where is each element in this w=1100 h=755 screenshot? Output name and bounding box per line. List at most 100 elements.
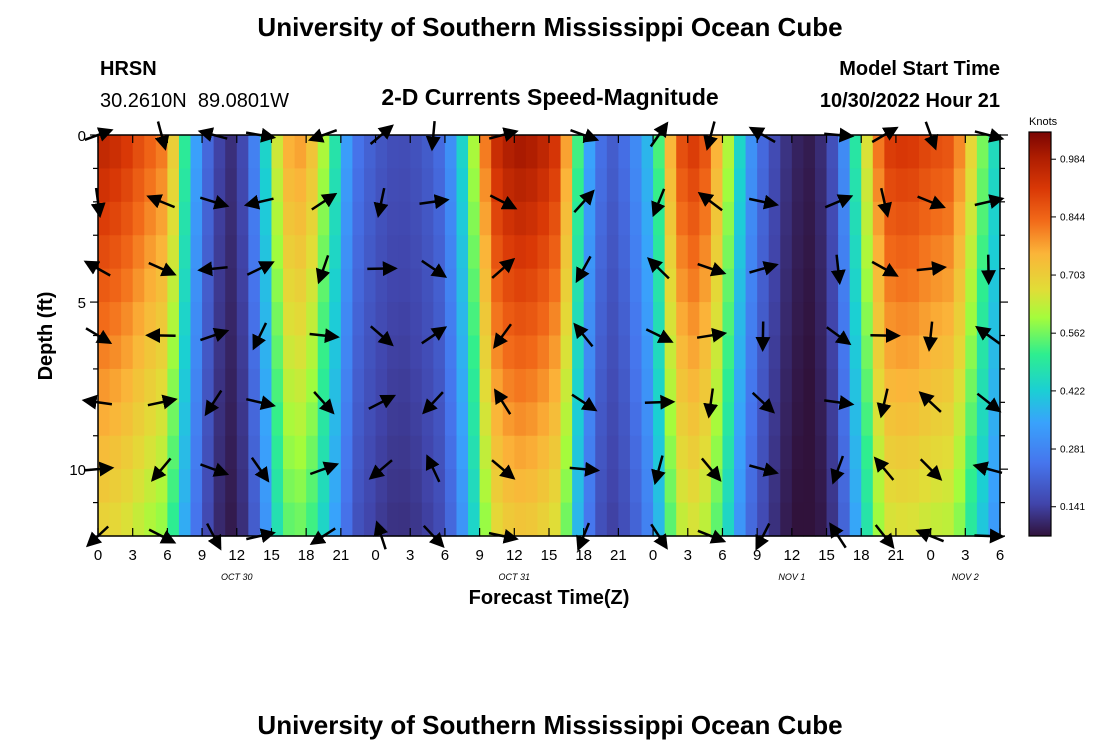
heatmap-cell [191, 302, 203, 336]
heatmap-cell [942, 302, 954, 336]
heatmap-cell [931, 369, 943, 403]
heatmap-cell [803, 235, 815, 269]
heatmap-cell [757, 469, 769, 503]
heatmap-cell [676, 336, 688, 370]
heatmap-cell [376, 135, 388, 169]
heatmap-cell [676, 302, 688, 336]
heatmap-cell [896, 436, 908, 470]
heatmap-cell [329, 235, 341, 269]
heatmap-cell [676, 235, 688, 269]
heatmap-cell [780, 302, 792, 336]
heatmap-cell [595, 469, 607, 503]
heatmap-cell [248, 235, 260, 269]
heatmap-cell [260, 269, 272, 303]
heatmap-cell [329, 336, 341, 370]
heatmap-cell [306, 302, 318, 336]
heatmap-cell [549, 235, 561, 269]
colorbar-units: Knots [1029, 116, 1058, 128]
heatmap-cell [861, 436, 873, 470]
heatmap-cell [121, 269, 133, 303]
heatmap-cell [838, 135, 850, 169]
heatmap-cell [676, 402, 688, 436]
heatmap-cell [688, 436, 700, 470]
heatmap-cell [514, 235, 526, 269]
heatmap-cell [191, 135, 203, 169]
heatmap-cell [746, 302, 758, 336]
heatmap-cell [352, 135, 364, 169]
heatmap-cell [642, 503, 654, 537]
heatmap-cell [214, 336, 226, 370]
heatmap-cell [607, 503, 619, 537]
heatmap-cell [873, 503, 885, 537]
heatmap-cell [271, 503, 283, 537]
heatmap-cell [260, 202, 272, 236]
heatmap-cell [283, 269, 295, 303]
heatmap-cell [688, 469, 700, 503]
heatmap-cell [618, 402, 630, 436]
heatmap-cell [676, 269, 688, 303]
heatmap-cell [214, 269, 226, 303]
heatmap-cell [942, 369, 954, 403]
heatmap-cell [202, 235, 214, 269]
heatmap-cell [399, 269, 411, 303]
heatmap-cell [607, 202, 619, 236]
heatmap-cell [376, 402, 388, 436]
heatmap-cell [480, 135, 492, 169]
colorbar-tick-label: 0.141 [1060, 502, 1085, 513]
chart-subtitle: 2-D Currents Speed-Magnitude [381, 84, 718, 110]
heatmap-cell [503, 369, 515, 403]
heatmap-cell [271, 302, 283, 336]
heatmap-cell [977, 135, 989, 169]
heatmap-cell [225, 135, 237, 169]
current-arrow [367, 268, 395, 269]
heatmap-cell [746, 135, 758, 169]
heatmap-cell [792, 135, 804, 169]
heatmap-cell [954, 135, 966, 169]
heatmap-cell [422, 369, 434, 403]
heatmap-cell [977, 402, 989, 436]
heatmap-cell [260, 436, 272, 470]
heatmap-cell [364, 336, 376, 370]
heatmap-cell [850, 235, 862, 269]
heatmap-cell [526, 302, 538, 336]
heatmap-cell [572, 269, 584, 303]
x-tick-label: 9 [753, 547, 761, 564]
heatmap-cell [607, 168, 619, 202]
x-tick-label: 6 [996, 547, 1004, 564]
heatmap-cell [167, 402, 179, 436]
heatmap-cell [110, 202, 122, 236]
heatmap-cell [665, 503, 677, 537]
heatmap-cell [942, 436, 954, 470]
heatmap-cell [884, 503, 896, 537]
heatmap-cell [815, 269, 827, 303]
heatmap-cell [734, 503, 746, 537]
heatmap-cell [977, 503, 989, 537]
heatmap-cell [584, 202, 596, 236]
colorbar-tick-label: 0.562 [1060, 329, 1085, 340]
heatmap-cell [352, 269, 364, 303]
heatmap-cell [722, 402, 734, 436]
heatmap-cell [271, 202, 283, 236]
heatmap-cell [618, 503, 630, 537]
heatmap-cell [456, 436, 468, 470]
y-tick-label: 5 [78, 295, 86, 312]
heatmap-cell [734, 135, 746, 169]
heatmap-cell [110, 269, 122, 303]
heatmap-cell [248, 369, 260, 403]
heatmap-cell [977, 469, 989, 503]
heatmap-cell [422, 469, 434, 503]
x-axis-label: Forecast Time(Z) [469, 587, 630, 609]
heatmap-cell [110, 302, 122, 336]
heatmap-cell [954, 402, 966, 436]
heatmap-cell [907, 135, 919, 169]
heatmap-cell [873, 302, 885, 336]
heatmap-cell [237, 503, 249, 537]
heatmap-cell [942, 202, 954, 236]
heatmap-cell [780, 269, 792, 303]
heatmap-cell [688, 302, 700, 336]
heatmap-cell [572, 503, 584, 537]
heatmap-cell [954, 168, 966, 202]
heatmap-cell [630, 235, 642, 269]
heatmap-cell [630, 469, 642, 503]
heatmap-cell [769, 168, 781, 202]
